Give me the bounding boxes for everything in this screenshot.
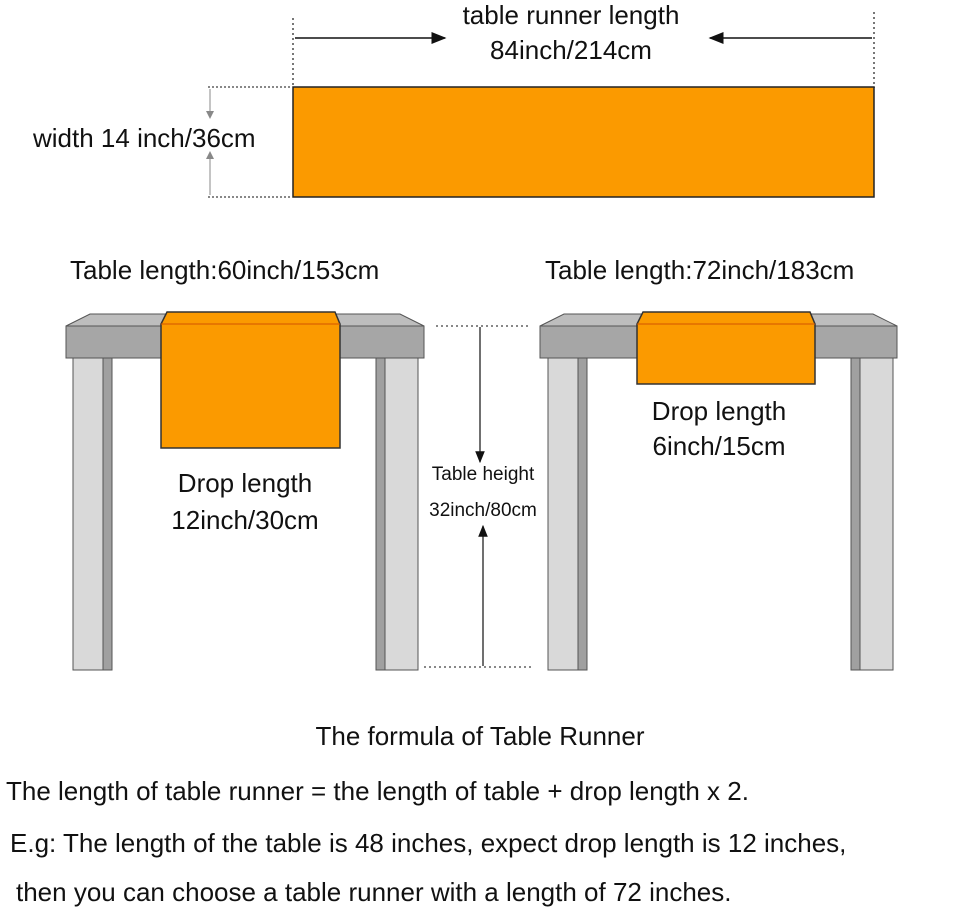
table-height-guides — [424, 325, 534, 668]
runner-draped-left — [160, 311, 341, 449]
table-left — [65, 311, 425, 671]
runner-draped-right — [636, 311, 816, 385]
table-right — [539, 311, 898, 671]
table-left-drop-value: 12inch/30cm — [171, 505, 319, 535]
runner-width-label: width 14 inch/36cm — [33, 123, 256, 153]
formula-line-3: then you can choose a table runner with … — [16, 877, 732, 907]
table-left-length: Table length:60inch/153cm — [70, 255, 380, 285]
runner-length-label: table runner length — [462, 0, 680, 30]
formula-line-1: The length of table runner = the length … — [6, 776, 749, 806]
table-height-value: 32inch/80cm — [429, 500, 537, 521]
table-right-drop-value: 6inch/15cm — [652, 431, 786, 461]
table-left-drop-label: Drop length — [177, 468, 313, 498]
formula-title: The formula of Table Runner — [315, 721, 645, 751]
runner-length-value: 84inch/214cm — [490, 35, 652, 65]
table-right-length: Table length:72inch/183cm — [545, 255, 855, 285]
runner-width-guides — [206, 86, 292, 198]
formula-line-2: E.g: The length of the table is 48 inche… — [10, 828, 847, 858]
table-height-label: Table height — [431, 464, 535, 485]
table-right-drop-label: Drop length — [651, 396, 787, 426]
runner-flat — [292, 86, 875, 198]
runner-length-guides — [292, 12, 875, 88]
